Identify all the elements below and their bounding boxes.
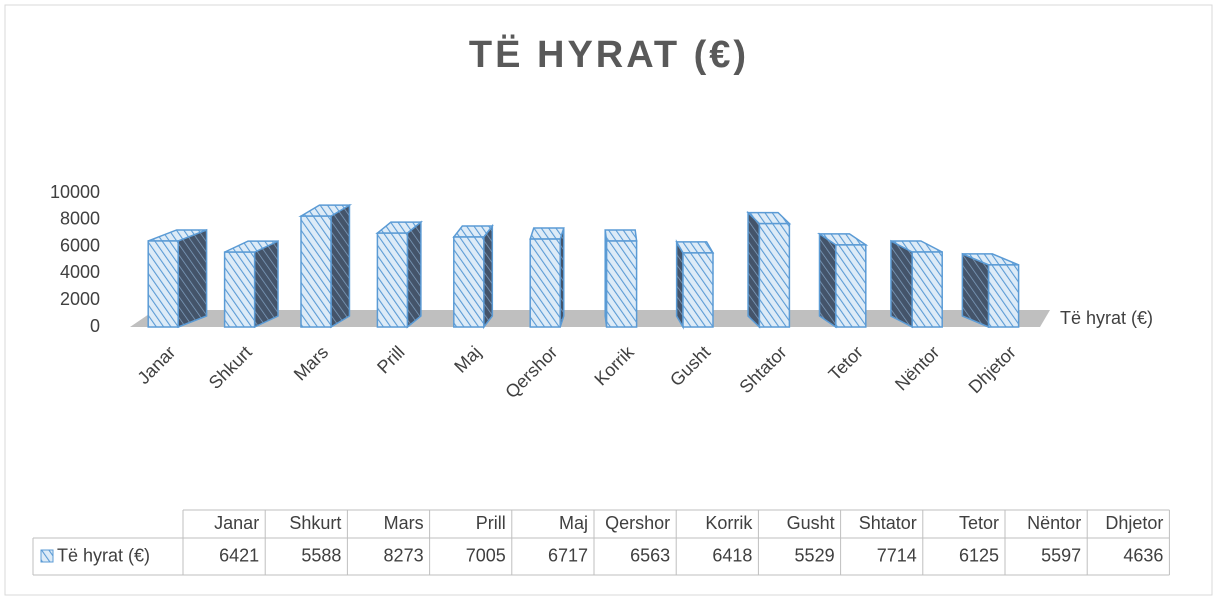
bar-side — [961, 252, 990, 329]
table-header: Janar — [214, 513, 259, 533]
bar-top — [604, 229, 638, 242]
bar — [605, 240, 638, 328]
bar-top — [529, 227, 565, 240]
bar-side — [675, 239, 684, 330]
table-value: 5597 — [1041, 545, 1081, 565]
table-value: 7714 — [877, 545, 917, 565]
bar — [147, 240, 179, 328]
bar — [300, 215, 332, 328]
legend-key — [40, 549, 54, 563]
table-value: 6717 — [548, 545, 588, 565]
table-header: Prill — [476, 513, 506, 533]
table-value: 8273 — [384, 545, 424, 565]
bar — [376, 232, 409, 328]
bar-side — [330, 203, 351, 329]
table-header: Shkurt — [289, 513, 341, 533]
table-header: Dhjetor — [1105, 513, 1163, 533]
bar-side — [890, 239, 913, 329]
bar-side — [177, 228, 208, 329]
table-value: 7005 — [466, 545, 506, 565]
table-header: Gusht — [787, 513, 835, 533]
bar-side — [483, 223, 494, 330]
table-value: 5588 — [301, 545, 341, 565]
table-value: 6563 — [630, 545, 670, 565]
bar — [758, 222, 791, 328]
table-header: Tetor — [959, 513, 999, 533]
table-value: 5529 — [795, 545, 835, 565]
y-tick-label: 10000 — [50, 182, 100, 202]
table-value: 6125 — [959, 545, 999, 565]
table-header: Shtator — [859, 513, 917, 533]
bar — [223, 251, 256, 328]
bar — [453, 236, 485, 328]
bar — [987, 264, 1020, 328]
chart-title: TË HYRAT (€) — [469, 33, 749, 76]
table-value: 6418 — [712, 545, 752, 565]
bar-side — [253, 239, 279, 329]
bar-top — [675, 241, 715, 254]
table-header: Mars — [384, 513, 424, 533]
depth-axis-label: Të hyrat (€) — [1060, 308, 1153, 328]
bar-side — [406, 220, 422, 329]
table-header: Maj — [559, 513, 588, 533]
table-value: 6421 — [219, 545, 259, 565]
y-tick-label: 6000 — [60, 235, 100, 255]
bar-side — [818, 232, 837, 329]
y-tick-label: 8000 — [60, 209, 100, 229]
table-value: 4636 — [1123, 545, 1163, 565]
table-header: Nëntor — [1027, 513, 1081, 533]
table-header: Qershor — [605, 513, 670, 533]
table-header: Korrik — [705, 513, 753, 533]
y-tick-label: 0 — [90, 316, 100, 336]
bar — [682, 252, 714, 328]
bar-side — [747, 210, 761, 329]
bar — [529, 238, 561, 328]
legend-label: Të hyrat (€) — [57, 545, 150, 565]
y-tick-label: 2000 — [60, 289, 100, 309]
bar — [911, 251, 943, 328]
bar — [835, 244, 867, 328]
y-tick-label: 4000 — [60, 262, 100, 282]
